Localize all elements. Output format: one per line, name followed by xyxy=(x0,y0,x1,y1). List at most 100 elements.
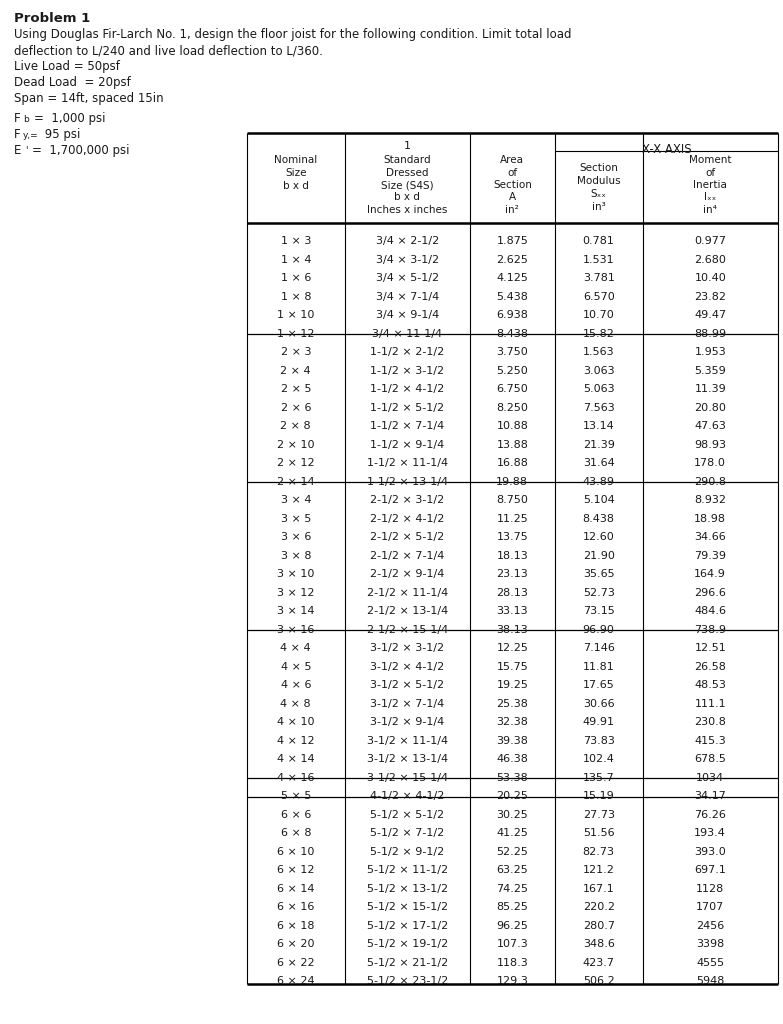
Text: 12.60: 12.60 xyxy=(583,532,615,543)
Text: 1128: 1128 xyxy=(696,884,724,894)
Text: 31.64: 31.64 xyxy=(583,459,615,468)
Text: 2-1/2 × 15-1/4: 2-1/2 × 15-1/4 xyxy=(366,625,448,635)
Text: b x d: b x d xyxy=(283,181,309,191)
Text: 6 × 6: 6 × 6 xyxy=(280,810,311,820)
Text: 5-1/2 × 19-1/2: 5-1/2 × 19-1/2 xyxy=(366,939,448,949)
Text: =  1,000 psi: = 1,000 psi xyxy=(34,112,106,125)
Text: 2 × 4: 2 × 4 xyxy=(280,366,311,376)
Text: 3 × 12: 3 × 12 xyxy=(277,588,315,598)
Text: 3/4 × 7-1/4: 3/4 × 7-1/4 xyxy=(376,292,439,302)
Text: 13.75: 13.75 xyxy=(496,532,529,543)
Text: 3/4 × 5-1/2: 3/4 × 5-1/2 xyxy=(376,273,439,284)
Text: E: E xyxy=(14,144,21,157)
Text: 1-1/2 × 11-1/4: 1-1/2 × 11-1/4 xyxy=(366,459,448,468)
Text: 5-1/2 × 9-1/2: 5-1/2 × 9-1/2 xyxy=(370,847,445,857)
Text: 76.26: 76.26 xyxy=(695,810,726,820)
Text: 3/4 × 11-1/4: 3/4 × 11-1/4 xyxy=(373,329,442,339)
Text: 1-1/2 × 9-1/4: 1-1/2 × 9-1/4 xyxy=(370,440,445,450)
Text: 415.3: 415.3 xyxy=(695,736,726,745)
Text: 2-1/2 × 11-1/4: 2-1/2 × 11-1/4 xyxy=(366,588,448,598)
Text: in²: in² xyxy=(506,205,519,215)
Text: Dead Load  = 20psf: Dead Load = 20psf xyxy=(14,76,131,89)
Text: 88.99: 88.99 xyxy=(695,329,727,339)
Text: of: of xyxy=(705,168,716,177)
Text: 6 × 8: 6 × 8 xyxy=(280,828,311,839)
Text: 43.89: 43.89 xyxy=(583,477,615,486)
Text: 6 × 14: 6 × 14 xyxy=(277,884,315,894)
Text: 5.359: 5.359 xyxy=(695,366,726,376)
Text: 3398: 3398 xyxy=(696,939,724,949)
Text: 2 × 3: 2 × 3 xyxy=(280,347,311,357)
Text: Size: Size xyxy=(285,168,307,178)
Text: 96.90: 96.90 xyxy=(583,625,615,635)
Text: 3 × 6: 3 × 6 xyxy=(280,532,311,543)
Text: 5 × 5: 5 × 5 xyxy=(280,792,311,802)
Text: 46.38: 46.38 xyxy=(496,755,529,764)
Text: 20.80: 20.80 xyxy=(695,402,726,413)
Text: 15.82: 15.82 xyxy=(583,329,615,339)
Text: 53.38: 53.38 xyxy=(496,773,529,782)
Text: 5-1/2 × 13-1/2: 5-1/2 × 13-1/2 xyxy=(366,884,448,894)
Text: of: of xyxy=(507,168,518,177)
Text: 2-1/2 × 3-1/2: 2-1/2 × 3-1/2 xyxy=(370,496,445,505)
Text: 4-1/2 × 4-1/2: 4-1/2 × 4-1/2 xyxy=(370,792,445,802)
Text: 6.750: 6.750 xyxy=(496,384,529,394)
Text: 3-1/2 × 5-1/2: 3-1/2 × 5-1/2 xyxy=(370,680,445,690)
Text: b x d: b x d xyxy=(395,193,420,203)
Text: 8.438: 8.438 xyxy=(583,514,615,524)
Text: Iₓₓ: Iₓₓ xyxy=(704,193,716,203)
Text: 5-1/2 × 21-1/2: 5-1/2 × 21-1/2 xyxy=(366,957,448,968)
Text: 17.65: 17.65 xyxy=(583,680,615,690)
Text: 1-1/2 × 4-1/2: 1-1/2 × 4-1/2 xyxy=(370,384,445,394)
Text: 8.750: 8.750 xyxy=(496,496,529,505)
Text: 111.1: 111.1 xyxy=(695,698,726,709)
Text: A: A xyxy=(509,193,516,203)
Text: 1.875: 1.875 xyxy=(496,237,529,247)
Text: 3 × 8: 3 × 8 xyxy=(280,551,311,561)
Text: 5948: 5948 xyxy=(696,976,724,986)
Text: 12.51: 12.51 xyxy=(695,643,726,653)
Text: 6.938: 6.938 xyxy=(496,310,529,321)
Text: 3-1/2 × 11-1/4: 3-1/2 × 11-1/4 xyxy=(366,736,448,745)
Text: 220.2: 220.2 xyxy=(583,902,615,912)
Text: 5.250: 5.250 xyxy=(496,366,529,376)
Text: 12.25: 12.25 xyxy=(496,643,529,653)
Text: 13.14: 13.14 xyxy=(583,421,615,431)
Text: 2-1/2 × 7-1/4: 2-1/2 × 7-1/4 xyxy=(370,551,445,561)
Text: 48.53: 48.53 xyxy=(695,680,726,690)
Text: 35.65: 35.65 xyxy=(583,569,615,580)
Text: 1 × 10: 1 × 10 xyxy=(277,310,315,321)
Text: 1 × 3: 1 × 3 xyxy=(280,237,311,247)
Text: 4 × 8: 4 × 8 xyxy=(280,698,311,709)
Text: 506.2: 506.2 xyxy=(583,976,615,986)
Text: Inertia: Inertia xyxy=(693,180,727,190)
Text: F: F xyxy=(14,128,20,141)
Text: 2.625: 2.625 xyxy=(496,255,529,265)
Text: 2-1/2 × 4-1/2: 2-1/2 × 4-1/2 xyxy=(370,514,445,524)
Text: 5.063: 5.063 xyxy=(583,384,615,394)
Text: 4 × 4: 4 × 4 xyxy=(280,643,311,653)
Text: 3-1/2 × 4-1/2: 3-1/2 × 4-1/2 xyxy=(370,662,445,672)
Text: 393.0: 393.0 xyxy=(695,847,726,857)
Text: 1.531: 1.531 xyxy=(583,255,615,265)
Text: 738.9: 738.9 xyxy=(695,625,727,635)
Text: 2456: 2456 xyxy=(696,921,724,931)
Text: 230.8: 230.8 xyxy=(695,718,726,727)
Text: in⁴: in⁴ xyxy=(703,205,717,215)
Text: 4555: 4555 xyxy=(696,957,724,968)
Text: 3/4 × 2-1/2: 3/4 × 2-1/2 xyxy=(376,237,439,247)
Text: 47.63: 47.63 xyxy=(695,421,726,431)
Text: 697.1: 697.1 xyxy=(695,865,726,876)
Text: 27.73: 27.73 xyxy=(583,810,615,820)
Text: 3.781: 3.781 xyxy=(583,273,615,284)
Text: 18.98: 18.98 xyxy=(695,514,727,524)
Text: Span = 14ft, spaced 15in: Span = 14ft, spaced 15in xyxy=(14,92,164,105)
Text: 25.38: 25.38 xyxy=(496,698,529,709)
Text: 3 × 10: 3 × 10 xyxy=(277,569,315,580)
Text: 6 × 18: 6 × 18 xyxy=(277,921,315,931)
Text: 3/4 × 9-1/4: 3/4 × 9-1/4 xyxy=(376,310,439,321)
Text: 2.680: 2.680 xyxy=(695,255,726,265)
Text: 20.25: 20.25 xyxy=(496,792,529,802)
Text: 52.73: 52.73 xyxy=(583,588,615,598)
Text: 15.75: 15.75 xyxy=(496,662,529,672)
